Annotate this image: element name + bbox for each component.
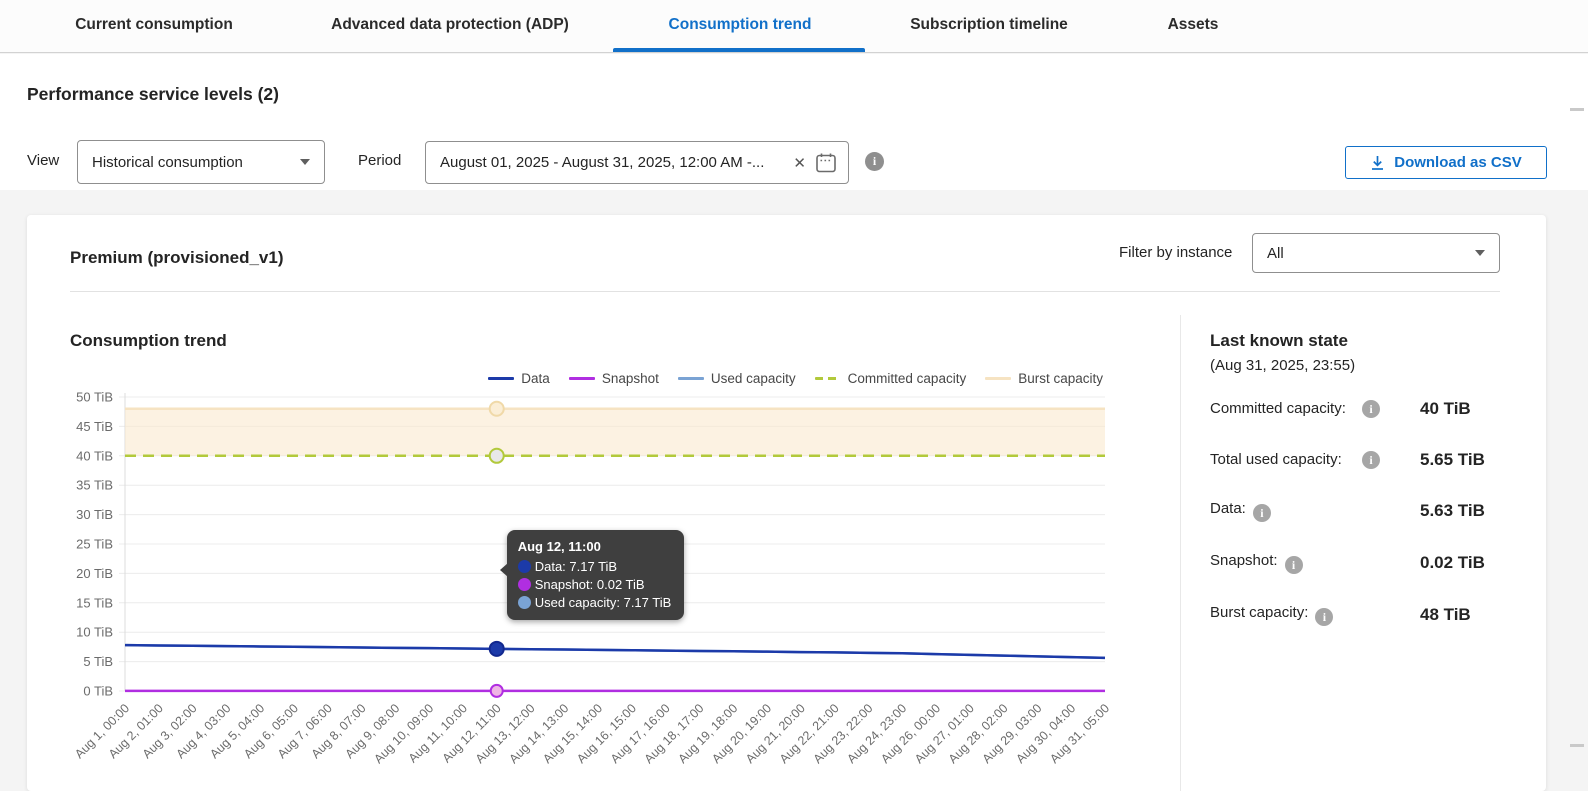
tooltip-row: Used capacity: 7.17 TiB: [517, 595, 672, 610]
period-input[interactable]: August 01, 2025 - August 31, 2025, 12:00…: [425, 141, 849, 184]
series-dot-icon: [517, 596, 531, 609]
svg-text:50 TiB: 50 TiB: [76, 390, 113, 405]
service-level-card: Premium (provisioned_v1) Filter by insta…: [27, 215, 1546, 791]
tab-subscription-timeline[interactable]: Subscription timeline: [910, 16, 1068, 33]
legend-label: Committed capacity: [847, 371, 967, 386]
stat-label: Snapshot:: [1210, 552, 1278, 569]
tab-current-consumption[interactable]: Current consumption: [75, 16, 233, 33]
view-select-value: Historical consumption: [92, 153, 243, 171]
legend-item[interactable]: Committed capacity: [814, 371, 967, 386]
legend-item[interactable]: Data: [488, 371, 550, 386]
tab-advanced-data-protection[interactable]: Advanced data protection (ADP): [331, 16, 569, 33]
stat-row-committed-capacity: Committed capacity: 40 TiB: [1210, 398, 1502, 419]
svg-text:5 TiB: 5 TiB: [83, 654, 113, 669]
tooltip-text: Data: 7.17 TiB: [534, 559, 618, 574]
stat-value: 5.65 TiB: [1420, 449, 1485, 469]
legend-item[interactable]: Burst capacity: [985, 371, 1103, 386]
legend-swatch: [985, 377, 1012, 380]
view-label: View: [27, 152, 60, 169]
svg-text:15 TiB: 15 TiB: [76, 595, 113, 610]
info-icon[interactable]: [1362, 450, 1380, 469]
svg-text:10 TiB: 10 TiB: [76, 625, 113, 640]
card-divider: [70, 291, 1500, 292]
filter-by-instance-label: Filter by instance: [1119, 244, 1233, 261]
svg-text:35 TiB: 35 TiB: [76, 478, 113, 493]
stat-row-snapshot: Snapshot: 0.02 TiB: [1210, 552, 1502, 574]
scrollbar[interactable]: [1570, 108, 1584, 111]
stat-row-data: Data: 5.63 TiB: [1210, 500, 1502, 522]
tooltip-text: Used capacity: 7.17 TiB: [534, 595, 672, 610]
series-dot-icon: [517, 560, 531, 573]
legend-item[interactable]: Used capacity: [677, 371, 796, 386]
view-select[interactable]: Historical consumption: [77, 140, 325, 184]
svg-text:0 TiB: 0 TiB: [83, 684, 113, 699]
stat-value: 48 TiB: [1420, 605, 1471, 624]
tooltip-row: Snapshot: 0.02 TiB: [517, 577, 672, 592]
instance-select[interactable]: All: [1252, 233, 1500, 273]
svg-text:45 TiB: 45 TiB: [76, 419, 113, 434]
calendar-icon[interactable]: [814, 151, 838, 175]
svg-text:30 TiB: 30 TiB: [76, 507, 113, 522]
period-label: Period: [358, 152, 402, 169]
stat-label: Committed capacity:: [1210, 400, 1346, 417]
download-icon: [1372, 155, 1384, 170]
stat-label: Total used capacity:: [1210, 451, 1342, 468]
svg-text:40 TiB: 40 TiB: [76, 448, 113, 463]
stat-row-burst-capacity: Burst capacity: 48 TiB: [1210, 604, 1502, 626]
instance-select-value: All: [1267, 244, 1284, 262]
legend-label: Burst capacity: [1018, 371, 1103, 386]
last-known-state-timestamp: (Aug 31, 2025, 23:55): [1210, 357, 1356, 374]
stat-label: Data:: [1210, 500, 1246, 517]
info-icon[interactable]: [1315, 608, 1334, 626]
legend-swatch: [814, 377, 841, 380]
svg-text:Aug 31, 05:00: Aug 31, 05:00: [1047, 701, 1112, 766]
consumption-trend-chart[interactable]: 0 TiB 5 TiB 10 TiB 15 TiB 20 TiB 25 TiB 30 TiB…: [60, 385, 1170, 785]
stat-value: 5.63 TiB: [1420, 501, 1485, 520]
legend-swatch: [568, 377, 595, 380]
chart-tooltip: Aug 12, 11:00 Data: 7.17 TiB Snapshot: 0.…: [499, 530, 685, 620]
download-csv-label: Download as CSV: [1394, 154, 1522, 171]
scrollbar[interactable]: [1570, 744, 1584, 747]
tooltip-text: Snapshot: 0.02 TiB: [534, 577, 645, 592]
series-dot-icon: [517, 578, 531, 591]
period-info-icon[interactable]: [865, 152, 884, 171]
chart-legend: Data Snapshot Used capacity Committed capac…: [488, 371, 1103, 386]
svg-text:20 TiB: 20 TiB: [76, 566, 113, 581]
tooltip-row: Data: 7.17 TiB: [517, 559, 672, 574]
tooltip-title: Aug 12, 11:00: [517, 539, 601, 554]
chart-canvas: 0 TiB 5 TiB 10 TiB 15 TiB 20 TiB 25 TiB 30 TiB…: [72, 390, 1112, 767]
legend-item[interactable]: Snapshot: [568, 371, 659, 386]
last-known-state-panel: Last known state (Aug 31, 2025, 23:55) C…: [1210, 331, 1502, 626]
stat-value: 0.02 TiB: [1420, 553, 1485, 572]
legend-label: Snapshot: [601, 371, 659, 386]
info-icon[interactable]: [1252, 504, 1271, 522]
clear-icon[interactable]: ✕: [793, 154, 806, 172]
panel-divider: [1180, 315, 1181, 791]
legend-swatch: [677, 377, 704, 380]
tab-consumption-trend[interactable]: Consumption trend: [668, 16, 812, 33]
tab-assets[interactable]: Assets: [1167, 16, 1219, 33]
tab-bar: Current consumption Advanced data protec…: [0, 0, 1588, 53]
legend-swatch: [488, 377, 515, 380]
chart-title: Consumption trend: [70, 331, 227, 350]
info-icon[interactable]: [1362, 399, 1380, 418]
stat-value: 40 TiB: [1420, 398, 1471, 418]
chevron-down-icon: [300, 159, 310, 165]
stat-row-total-used-capacity: Total used capacity: 5.65 TiB: [1210, 449, 1502, 470]
chevron-down-icon: [1475, 250, 1485, 256]
legend-label: Used capacity: [710, 371, 796, 386]
last-known-state-title: Last known state: [1210, 331, 1348, 350]
info-icon[interactable]: [1284, 556, 1303, 574]
download-csv-button[interactable]: Download as CSV: [1345, 146, 1547, 179]
period-value: August 01, 2025 - August 31, 2025, 12:00…: [440, 154, 765, 171]
stat-label: Burst capacity:: [1210, 604, 1309, 621]
active-tab-indicator: [613, 48, 865, 52]
service-level-title: Premium (provisioned_v1): [70, 248, 284, 267]
page-title: Performance service levels (2): [27, 84, 279, 104]
legend-label: Data: [521, 371, 550, 386]
svg-text:25 TiB: 25 TiB: [76, 537, 113, 552]
